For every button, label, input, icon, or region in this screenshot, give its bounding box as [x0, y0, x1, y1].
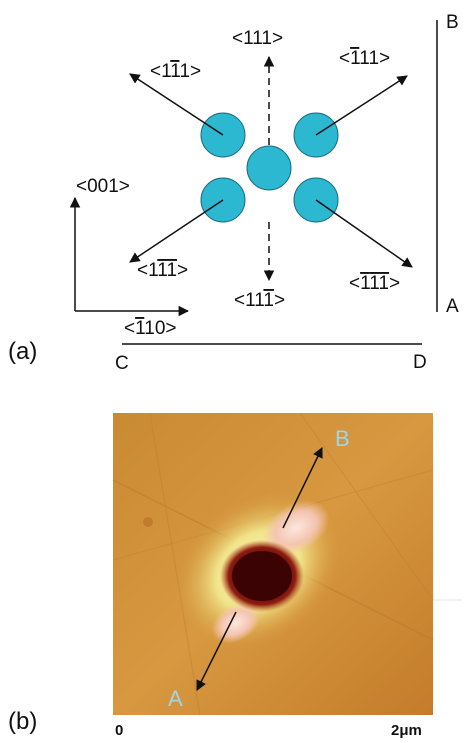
label-1bar-10: <110> [124, 318, 177, 339]
label-1-1-1bar: <111> [234, 290, 285, 311]
scale-start: 0 [115, 722, 123, 739]
atom-center [246, 145, 292, 191]
afm-arrow-to-A [196, 611, 237, 691]
afm-label-A: A [168, 686, 183, 711]
arrow-top-right [315, 75, 408, 136]
scale-end: 2μm [391, 722, 422, 739]
label-111: <111> [232, 28, 283, 49]
panel-a: <111> <111> <111> <111> <111> <111> <001… [8, 12, 459, 374]
label-D-line: D [413, 352, 427, 373]
label-1-1bar-1: <111> [150, 61, 201, 82]
afm-image [112, 412, 434, 716]
panel-a-label: (a) [8, 338, 37, 365]
panel-b-label: (b) [8, 708, 37, 735]
label-C-line: C [115, 353, 129, 374]
afm-arrow-to-B [282, 447, 323, 529]
arrow-bottom-right [315, 199, 413, 268]
panel-b: B A 0 2μm (b) [8, 412, 462, 739]
arrow-top-left [129, 73, 224, 136]
label-1bar-1-1: <111> [339, 48, 390, 69]
label-1-1bar-1bar: <111> [137, 260, 188, 281]
afm-label-B: B [335, 426, 350, 451]
label-001: <001> [76, 176, 130, 197]
label-B-line: B [446, 12, 459, 33]
label-A-line: A [446, 296, 459, 317]
arrow-bottom-left [129, 199, 224, 263]
label-1bar-1bar-1bar: <111> [349, 273, 400, 294]
